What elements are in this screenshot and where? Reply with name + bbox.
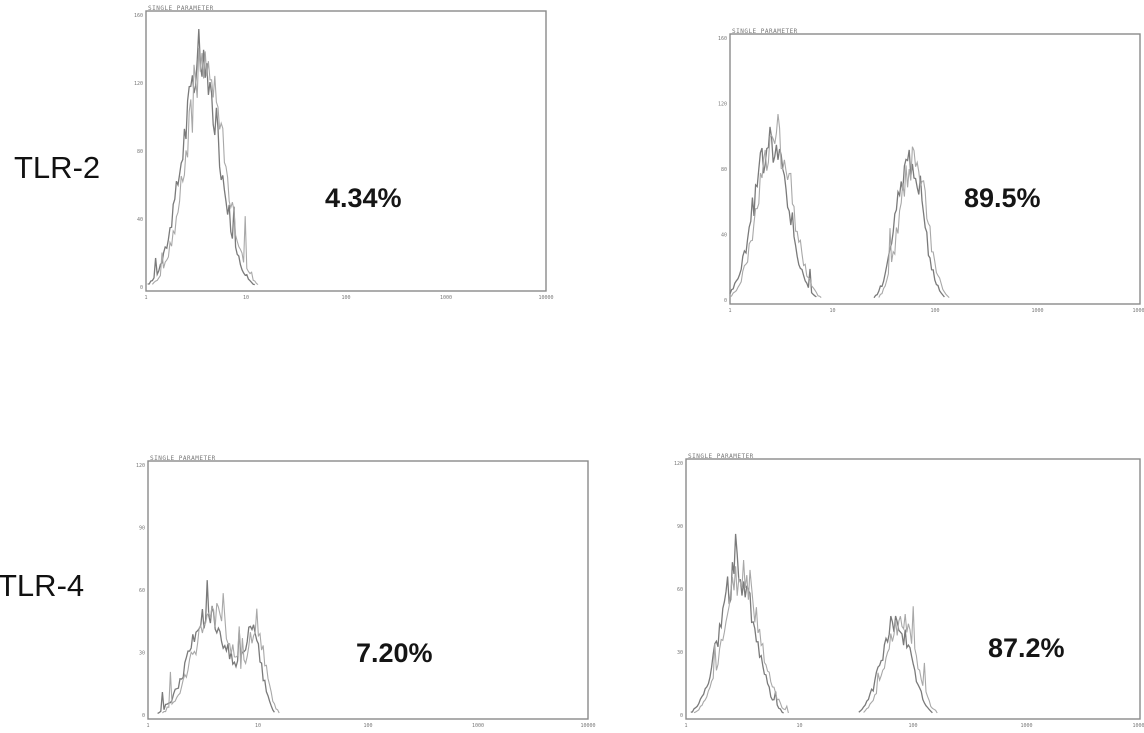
row-label-tlr4: TLR-4 [0, 568, 85, 603]
x-tick-label: 10 [255, 723, 261, 729]
y-tick-label: 80 [721, 167, 727, 173]
y-tick-label: 0 [140, 285, 143, 291]
y-tick-label: 30 [139, 651, 145, 657]
histogram-panel-tlr4-left: SINGLE PARAMETER 120 90 60 30 01 10 100 1000 1000… [136, 455, 596, 729]
y-tick-label: 160 [718, 36, 727, 42]
y-tick-label: 120 [718, 102, 727, 108]
y-tick-label: 60 [677, 587, 683, 593]
y-tick-label: 120 [136, 463, 145, 469]
percent-label-tlr2-right: 89.5% [964, 183, 1041, 213]
histogram-trace [147, 28, 255, 286]
y-tick-label: 90 [139, 526, 145, 532]
x-tick-label: 100 [341, 295, 350, 301]
y-tick-label: 80 [137, 149, 143, 155]
histogram-trace [157, 580, 275, 714]
x-tick-label: 1000 [1031, 308, 1043, 314]
x-tick-label: 10 [796, 723, 802, 729]
x-tick-label: 10000 [538, 295, 553, 301]
histogram-trace [729, 113, 950, 299]
histogram-trace [690, 533, 933, 714]
plot-frame [729, 33, 1141, 305]
panel-header: SINGLE PARAMETER [150, 455, 216, 462]
x-tick-label: 10000 [580, 723, 595, 729]
x-tick-label: 1 [144, 295, 147, 301]
x-tick-label: 100 [363, 723, 372, 729]
y-tick-label: 30 [677, 650, 683, 656]
x-tick-label: 10000 [1132, 308, 1144, 314]
y-tick-label: 120 [674, 461, 683, 467]
x-tick-label: 1 [728, 308, 731, 314]
y-tick-label: 160 [134, 13, 143, 19]
x-tick-label: 1 [146, 723, 149, 729]
y-tick-label: 0 [680, 713, 683, 719]
row-label-tlr2: TLR-2 [14, 150, 101, 185]
y-tick-label: 90 [677, 524, 683, 530]
x-tick-label: 10 [243, 295, 249, 301]
plot-frame [685, 458, 1141, 720]
x-tick-label: 100 [908, 723, 917, 729]
histogram-trace [151, 48, 259, 286]
x-tick-label: 1000 [1020, 723, 1032, 729]
x-tick-label: 1 [684, 723, 687, 729]
percent-label-tlr2-left: 4.34% [325, 183, 402, 213]
histogram-trace [693, 559, 938, 714]
plot-frame [147, 460, 589, 720]
histogram-panel-tlr2-left: SINGLE PARAMETER 160 120 80 40 01 10 100 1000 100… [134, 5, 554, 301]
x-tick-label: 1000 [440, 295, 452, 301]
x-tick-label: 1000 [472, 723, 484, 729]
y-tick-label: 120 [134, 81, 143, 87]
histogram-trace [729, 126, 945, 299]
histogram-panel-tlr2-right: SINGLE PARAMETER 160 120 80 40 01 10 100 1000 100… [718, 28, 1144, 314]
plot-frame [145, 10, 547, 292]
y-tick-label: 40 [721, 233, 727, 239]
y-tick-label: 40 [137, 217, 143, 223]
panel-header: SINGLE PARAMETER [688, 453, 754, 460]
histogram-panel-tlr4-right: SINGLE PARAMETER 120 90 60 30 01 10 100 1000 1000… [674, 453, 1144, 729]
x-tick-label: 100 [930, 308, 939, 314]
y-tick-label: 0 [142, 713, 145, 719]
percent-label-tlr4-right: 87.2% [988, 633, 1065, 663]
y-tick-label: 0 [724, 298, 727, 304]
y-tick-label: 60 [139, 588, 145, 594]
percent-label-tlr4-left: 7.20% [356, 638, 433, 668]
histogram-trace [162, 593, 280, 714]
panel-header: SINGLE PARAMETER [148, 5, 214, 12]
x-tick-label: 10 [829, 308, 835, 314]
panel-header: SINGLE PARAMETER [732, 28, 798, 35]
x-tick-label: 10000 [1132, 723, 1144, 729]
